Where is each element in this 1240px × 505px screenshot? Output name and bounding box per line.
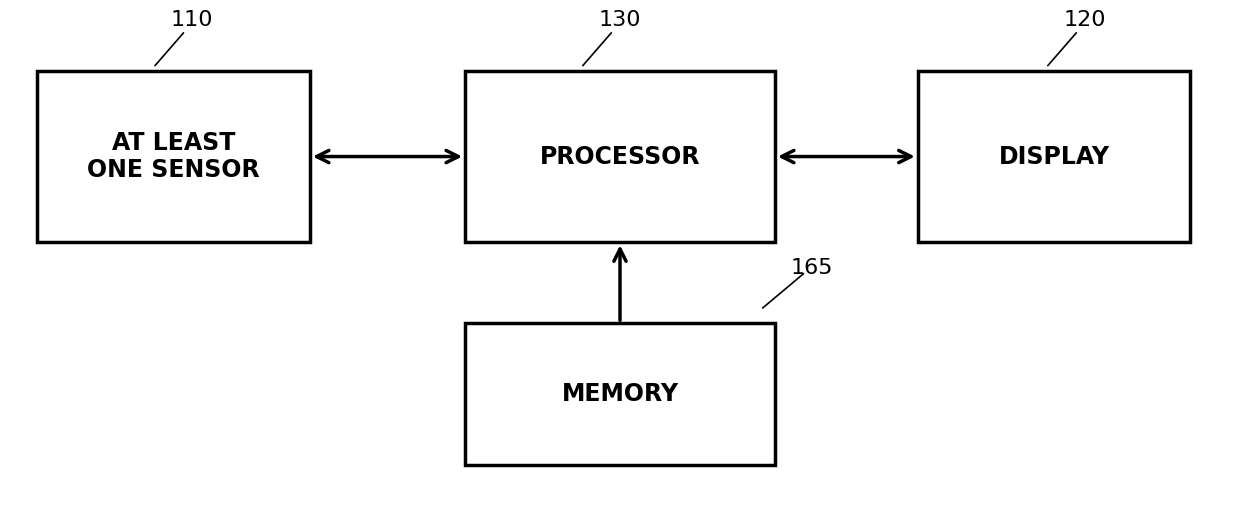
- Text: 110: 110: [171, 10, 213, 30]
- Text: AT LEAST
ONE SENSOR: AT LEAST ONE SENSOR: [87, 131, 260, 182]
- FancyBboxPatch shape: [465, 71, 775, 242]
- Text: PROCESSOR: PROCESSOR: [539, 144, 701, 169]
- FancyBboxPatch shape: [918, 71, 1190, 242]
- FancyBboxPatch shape: [465, 323, 775, 465]
- Text: MEMORY: MEMORY: [562, 382, 678, 406]
- Text: DISPLAY: DISPLAY: [998, 144, 1110, 169]
- Text: 130: 130: [599, 10, 641, 30]
- Text: 165: 165: [791, 258, 833, 278]
- Text: 120: 120: [1064, 10, 1106, 30]
- FancyBboxPatch shape: [37, 71, 310, 242]
